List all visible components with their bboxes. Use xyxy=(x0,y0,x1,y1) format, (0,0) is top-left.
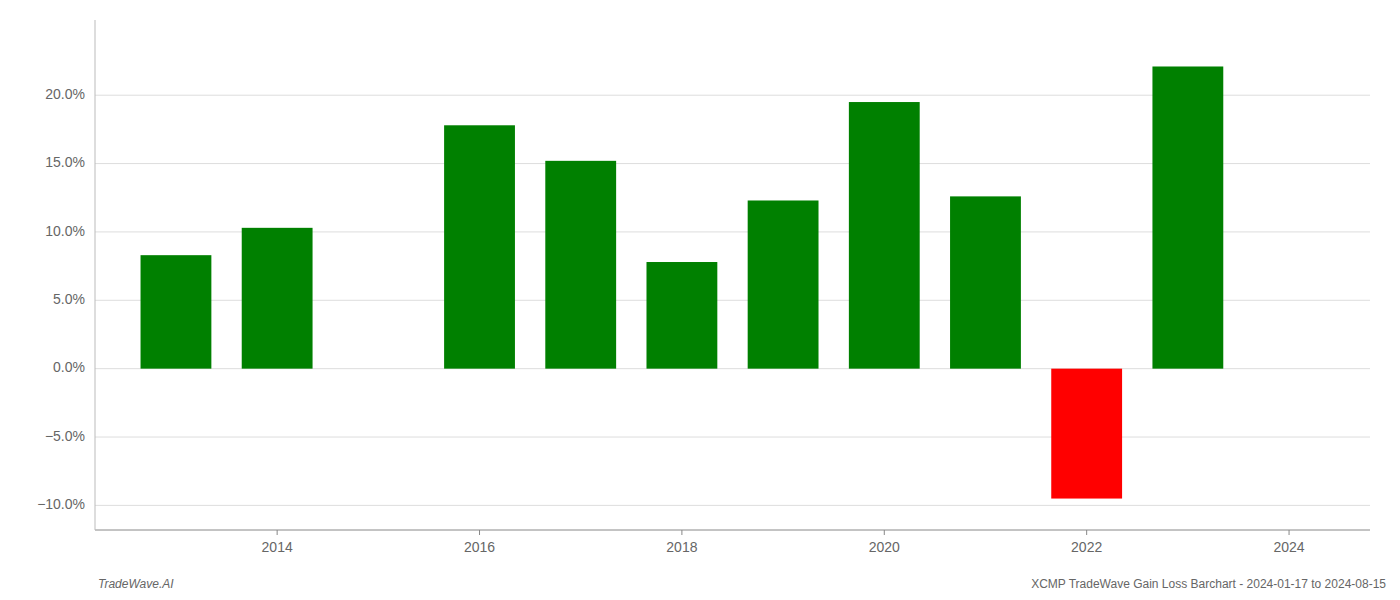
bar xyxy=(849,102,920,369)
watermark-left: TradeWave.AI xyxy=(98,577,174,591)
x-tick xyxy=(479,530,480,535)
bar xyxy=(646,262,717,369)
y-tick-label: 15.0% xyxy=(45,154,85,170)
x-tick xyxy=(884,530,885,535)
y-tick-labels: −10.0% −5.0% 0.0% 5.0% 10.0% 15.0% 20.0% xyxy=(37,86,85,512)
bar xyxy=(242,228,313,369)
chart: −10.0%−5.0%0.0%5.0%10.0%15.0%20.0%201420… xyxy=(0,0,1400,600)
y-tick-label: 20.0% xyxy=(45,86,85,102)
x-tick xyxy=(1086,530,1087,535)
bar xyxy=(545,161,616,369)
x-tick xyxy=(1289,530,1290,535)
y-tick-label: 0.0% xyxy=(53,359,85,375)
grid-line xyxy=(95,505,1370,506)
bar xyxy=(1152,66,1223,368)
bar xyxy=(1051,369,1122,499)
bar xyxy=(950,196,1021,368)
chart-container: −10.0%−5.0%0.0%5.0%10.0%15.0%20.0%201420… xyxy=(0,0,1400,600)
y-tick-label: 5.0% xyxy=(53,291,85,307)
x-tick-label: 2020 xyxy=(869,539,900,555)
grid-line xyxy=(95,437,1370,438)
x-tick-label: 2018 xyxy=(666,539,697,555)
x-tick xyxy=(277,530,278,535)
x-tick-label: 2024 xyxy=(1273,539,1304,555)
x-tick-label: 2016 xyxy=(464,539,495,555)
bar xyxy=(748,200,819,368)
y-axis-line xyxy=(95,20,96,530)
bar xyxy=(141,255,212,368)
y-tick-label: −5.0% xyxy=(45,428,85,444)
watermark-right: XCMP TradeWave Gain Loss Barchart - 2024… xyxy=(1031,577,1386,591)
x-tick-label: 2014 xyxy=(262,539,293,555)
bar xyxy=(444,125,515,368)
x-tick-label: 2022 xyxy=(1071,539,1102,555)
x-tick-labels: 2014 2016 2018 2020 2022 2024 xyxy=(262,539,1305,555)
x-axis-line xyxy=(95,530,1370,531)
y-tick-label: 10.0% xyxy=(45,223,85,239)
x-tick xyxy=(681,530,682,535)
y-tick-label: −10.0% xyxy=(37,496,85,512)
bars xyxy=(141,66,1224,498)
